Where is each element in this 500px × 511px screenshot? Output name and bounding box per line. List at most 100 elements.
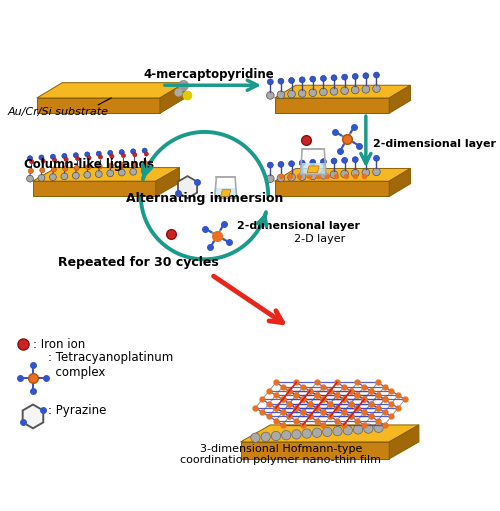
Circle shape [288,90,296,98]
Circle shape [143,161,148,166]
Circle shape [298,89,306,97]
Circle shape [341,87,348,95]
Circle shape [130,149,136,154]
Circle shape [277,174,285,182]
Circle shape [288,78,294,83]
Circle shape [61,173,68,180]
Circle shape [107,170,114,177]
Circle shape [266,175,274,182]
Circle shape [299,160,305,166]
Circle shape [28,169,34,174]
Circle shape [74,153,78,158]
Circle shape [86,165,90,170]
Polygon shape [274,169,410,181]
Circle shape [261,432,270,442]
Circle shape [278,78,284,84]
Circle shape [87,156,91,160]
Polygon shape [32,168,180,181]
Circle shape [110,154,114,158]
Circle shape [282,431,291,440]
Circle shape [272,431,280,440]
Circle shape [372,168,380,176]
Circle shape [26,175,34,182]
Circle shape [96,171,102,177]
Circle shape [85,152,90,157]
Polygon shape [37,83,186,98]
Circle shape [132,161,136,167]
Text: Column-like ligands: Column-like ligands [24,157,154,171]
Circle shape [50,174,56,180]
Circle shape [64,157,68,161]
Circle shape [333,426,342,436]
Circle shape [322,427,332,436]
Circle shape [320,88,327,96]
Circle shape [352,157,358,162]
Circle shape [74,166,79,171]
Circle shape [364,424,373,433]
Circle shape [363,156,369,162]
Circle shape [39,155,44,160]
Polygon shape [37,98,160,113]
Circle shape [62,153,67,158]
Circle shape [374,72,380,78]
Circle shape [299,77,305,83]
Circle shape [40,168,45,173]
Polygon shape [216,188,236,197]
Polygon shape [32,181,156,197]
Circle shape [50,154,56,159]
Circle shape [108,163,114,168]
Circle shape [97,164,102,169]
Circle shape [363,73,369,79]
Polygon shape [389,169,410,197]
Text: 2-D layer: 2-D layer [294,235,345,244]
Circle shape [309,172,316,180]
Circle shape [320,171,327,179]
Circle shape [354,425,362,434]
Circle shape [320,76,326,81]
Circle shape [331,158,337,164]
Polygon shape [240,442,389,459]
Circle shape [108,150,113,155]
Polygon shape [156,168,180,197]
Circle shape [288,173,296,181]
Polygon shape [274,85,410,98]
Polygon shape [22,405,44,428]
Polygon shape [389,425,419,459]
Text: : Iron ion: : Iron ion [33,338,85,351]
Text: : Pyrazine: : Pyrazine [48,404,106,417]
Circle shape [51,167,57,172]
Circle shape [132,153,137,157]
Circle shape [30,159,34,164]
Polygon shape [389,85,410,113]
Circle shape [76,156,80,161]
Circle shape [120,162,125,168]
Circle shape [341,170,348,178]
Circle shape [122,153,126,158]
Circle shape [62,166,68,171]
Text: : Tetracyanoplatinum
  complex: : Tetracyanoplatinum complex [48,351,174,379]
Circle shape [292,430,301,439]
Polygon shape [274,98,389,113]
Polygon shape [274,181,389,197]
Text: Alternating immersion: Alternating immersion [126,193,283,205]
Circle shape [372,85,380,92]
Circle shape [374,155,380,161]
Circle shape [142,148,147,153]
Text: 4-mercaptopyridine: 4-mercaptopyridine [144,67,274,81]
Circle shape [278,161,284,168]
Circle shape [320,159,326,165]
Text: 3-dimensional Hofmann-type
coordination polymer nano-thin film: 3-dimensional Hofmann-type coordination … [180,444,382,465]
Circle shape [374,423,384,432]
Circle shape [41,159,46,163]
Circle shape [309,89,316,97]
Circle shape [362,169,370,176]
Circle shape [28,156,32,161]
Circle shape [266,91,274,99]
Circle shape [310,159,316,166]
Circle shape [298,173,306,180]
Circle shape [342,74,347,80]
Circle shape [141,168,148,174]
Polygon shape [302,164,325,174]
Circle shape [96,151,102,156]
Circle shape [38,174,45,181]
